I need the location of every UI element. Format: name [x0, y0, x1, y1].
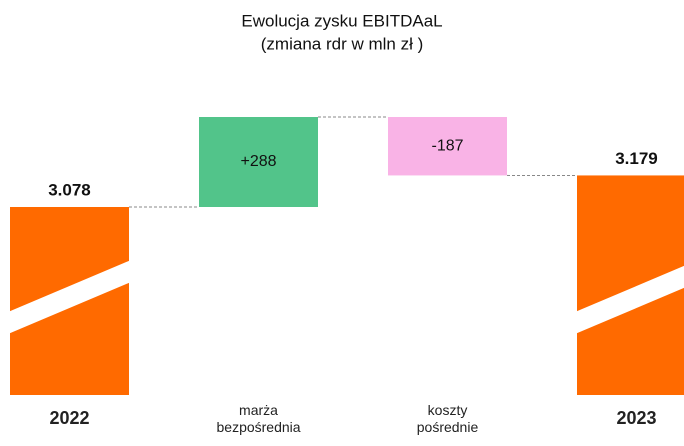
value-label: -187 [431, 137, 463, 154]
x-tick-label: marża bezpośrednia [216, 402, 301, 435]
x-tick-label: 2023 [616, 408, 657, 428]
chart-title: Ewolucja zysku EBITDAaL [241, 11, 442, 30]
x-tick-label: koszty pośrednie [416, 402, 479, 435]
chart-subtitle: (zmiana rdr w mln zł ) [261, 34, 423, 53]
axis-break [575, 265, 684, 334]
value-label: +288 [240, 153, 276, 170]
axis-break [8, 260, 131, 334]
value-label: 3.179 [615, 149, 658, 168]
delta-bar [388, 117, 507, 176]
value-label: 3.078 [48, 180, 91, 199]
delta-bar [199, 117, 318, 207]
x-tick-label: 2022 [49, 408, 90, 428]
